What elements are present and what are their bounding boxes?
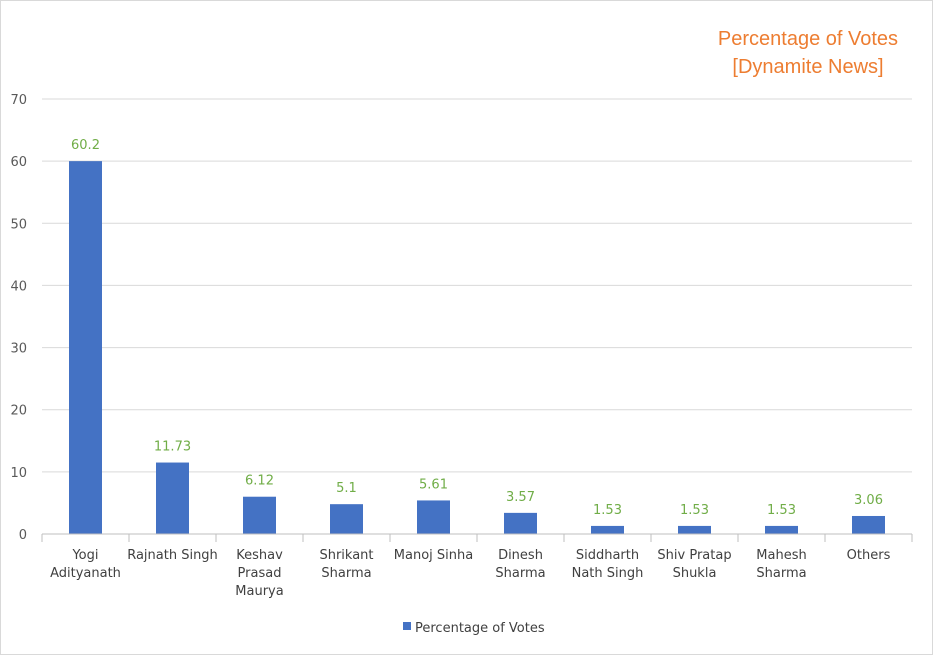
legend: Percentage of Votes <box>403 621 545 636</box>
y-tick-label: 20 <box>10 404 27 419</box>
bar <box>243 496 276 534</box>
category-label: Shiv Pratap Shukla <box>657 548 731 581</box>
data-label: 1.53 <box>680 503 709 518</box>
category-label: Dinesh Sharma <box>495 548 545 581</box>
y-tick-label: 50 <box>10 217 27 232</box>
category-label: Yogi Adityanath <box>50 548 121 581</box>
bar <box>678 525 711 534</box>
bar <box>852 515 885 534</box>
y-tick-label: 60 <box>10 155 27 170</box>
data-label: 5.61 <box>419 477 448 492</box>
y-tick-label: 0 <box>19 528 27 543</box>
category-label: Rajnath Singh <box>127 548 218 563</box>
bar <box>765 525 798 534</box>
data-label: 3.57 <box>506 490 535 505</box>
y-tick-label: 40 <box>10 279 27 294</box>
data-label: 11.73 <box>154 440 191 455</box>
category-label: Siddharth Nath Singh <box>572 548 644 581</box>
bar <box>504 512 537 534</box>
data-label: 1.53 <box>767 503 796 518</box>
category-label: Mahesh Sharma <box>756 548 806 581</box>
bar <box>330 504 363 534</box>
bar <box>156 462 189 534</box>
y-tick-label: 70 <box>10 93 27 108</box>
bar <box>417 500 450 534</box>
category-labels: Yogi Adityanath Rajnath Singh Keshav Prasad M… <box>50 548 890 599</box>
bar <box>69 161 102 534</box>
data-labels: 60.2 11.73 6.12 5.1 5.61 3.57 1.53 1.53 1.53 3.06 <box>71 138 883 518</box>
bars <box>69 161 885 534</box>
data-label: 1.53 <box>593 503 622 518</box>
chart-subtitle: [Dynamite News] <box>732 56 883 78</box>
category-label: Manoj Sinha <box>394 548 473 563</box>
data-label: 6.12 <box>245 474 274 489</box>
y-tick-label: 30 <box>10 342 27 357</box>
category-label: Others <box>847 548 891 563</box>
x-axis <box>41 533 913 542</box>
data-label: 3.06 <box>854 493 883 508</box>
category-label: Keshav Prasad Maurya <box>235 548 283 599</box>
category-label: Shrikant Sharma <box>319 548 373 581</box>
gridlines <box>42 98 912 473</box>
data-label: 60.2 <box>71 138 100 153</box>
data-label: 5.1 <box>336 481 357 496</box>
bar <box>591 525 624 534</box>
y-tick-label: 10 <box>10 466 27 481</box>
chart-title: Percentage of Votes <box>718 28 898 50</box>
legend-swatch <box>403 622 411 630</box>
legend-label: Percentage of Votes <box>415 621 545 636</box>
y-axis-ticks: 0 10 20 30 40 50 60 70 <box>10 93 27 543</box>
